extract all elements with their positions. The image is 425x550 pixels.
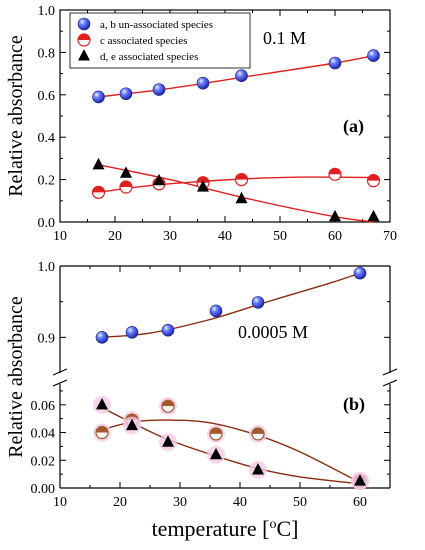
data-point-series-3	[351, 472, 369, 491]
data-point-series-1	[119, 87, 133, 101]
x-tick-label: 60	[353, 495, 367, 510]
y-axis-label-b: Relative absorbance	[5, 296, 27, 458]
data-point-series-2	[207, 424, 225, 443]
y-tick-label: 0.02	[31, 454, 56, 469]
panel-a-markers	[91, 49, 381, 222]
data-point-series-2	[159, 397, 177, 416]
x-tick-label: 50	[273, 229, 287, 244]
data-point-series-1	[353, 266, 367, 280]
panel-b-markers	[93, 266, 369, 491]
data-point-series-2	[366, 174, 381, 188]
x-tick-label: 10	[53, 495, 67, 510]
data-point-series-2	[234, 173, 249, 187]
data-point-series-1	[196, 76, 210, 90]
data-point-series-3	[197, 180, 209, 192]
legend-box	[69, 12, 251, 69]
fit-line-series-1	[98, 54, 374, 98]
legend-label-1: a, b un-associated species	[100, 19, 213, 31]
y-tick-label: 0.9	[38, 331, 56, 346]
data-point-series-3	[123, 416, 141, 435]
data-point-series-1	[328, 56, 342, 70]
panel-a-axes: 10 20 30 40 50 60 70 0.0 0.2 0.4 0.6 0.8 1.0	[38, 4, 398, 244]
data-point-series-2	[93, 423, 111, 442]
data-point-series-3	[207, 445, 225, 464]
y-tick-label: 1.0	[38, 260, 56, 275]
y-tick-label: 0.8	[38, 46, 56, 61]
y-tick-label: 0.4	[38, 131, 56, 146]
x-tick-label: 30	[173, 495, 187, 510]
data-point-series-1	[95, 331, 109, 344]
legend: a, b un-associated species c associated s…	[77, 17, 213, 63]
y-axis-label: Relative absorbance	[5, 35, 27, 197]
axis-break-right-2	[382, 379, 398, 387]
data-point-series-3	[249, 460, 267, 479]
axis-break-left-2	[52, 379, 68, 387]
fit-line-series-2	[101, 419, 361, 484]
data-point-series-1	[152, 83, 166, 96]
x-tick-label: 70	[383, 229, 397, 244]
x-tick-label: 40	[233, 495, 247, 510]
legend-marker-2	[77, 33, 91, 47]
data-point-series-1	[92, 90, 105, 104]
data-point-series-3	[92, 157, 105, 170]
data-point-series-3	[120, 166, 132, 178]
data-point-series-1	[209, 304, 223, 318]
x-tick-label: 40	[218, 229, 232, 244]
data-point-series-1	[125, 326, 139, 339]
data-point-series-2	[91, 185, 106, 199]
legend-label-2: c associated species	[100, 35, 187, 47]
legend-label-3: d, e associated species	[100, 51, 198, 63]
fit-line-series-1	[101, 272, 361, 338]
panel-a-fit-lines	[98, 54, 374, 223]
y-tick-label: 0.2	[38, 174, 56, 189]
x-tick-label: 30	[163, 229, 177, 244]
x-axis-label: temperature [oC]	[152, 516, 299, 541]
data-point-series-3	[153, 173, 165, 186]
y-tick-label: 0.6	[38, 89, 56, 104]
y-tick-label: 0.0	[38, 216, 56, 231]
panel-b-fit-lines	[101, 272, 361, 485]
data-point-series-2	[249, 424, 267, 443]
panel-a-label: (a)	[343, 116, 364, 137]
x-tick-label: 10	[53, 229, 67, 244]
x-tick-label: 20	[108, 229, 122, 244]
data-point-series-3	[329, 209, 341, 222]
data-point-series-2	[328, 167, 342, 181]
panel-b-annotation: 0.0005 M	[238, 322, 308, 342]
data-point-series-3	[235, 191, 248, 204]
y-tick-label: 0.00	[31, 482, 56, 497]
x-tick-label: 60	[328, 229, 342, 244]
x-tick-label: 20	[113, 495, 127, 510]
data-point-series-3	[159, 433, 177, 452]
axis-break-right-1	[382, 368, 398, 376]
data-point-series-3	[367, 209, 380, 222]
legend-marker-3	[78, 49, 90, 61]
data-point-series-3	[93, 395, 111, 414]
y-tick-label: 1.0	[38, 4, 56, 19]
y-tick-label: 0.06	[31, 399, 56, 414]
panel-b-axes: 10 20 30 40 50 60 0.9 1.0 0.00 0.02 0.04 0.06	[31, 260, 390, 510]
data-point-series-1	[251, 296, 265, 309]
fit-line-series-3	[98, 164, 374, 223]
panel-b-frame	[52, 265, 398, 489]
axis-break-left-1	[52, 368, 68, 376]
data-point-series-1	[161, 323, 175, 337]
y-tick-label: 0.04	[31, 427, 56, 442]
data-point-series-1	[235, 69, 248, 83]
data-point-series-1	[367, 49, 380, 62]
panel-a-annotation: 0.1 M	[263, 28, 306, 48]
legend-marker-1	[77, 17, 91, 31]
x-tick-label: 50	[293, 495, 307, 510]
panel-b-label: (b)	[343, 394, 365, 415]
fit-line-series-2	[98, 176, 374, 193]
data-point-series-2	[119, 180, 133, 194]
